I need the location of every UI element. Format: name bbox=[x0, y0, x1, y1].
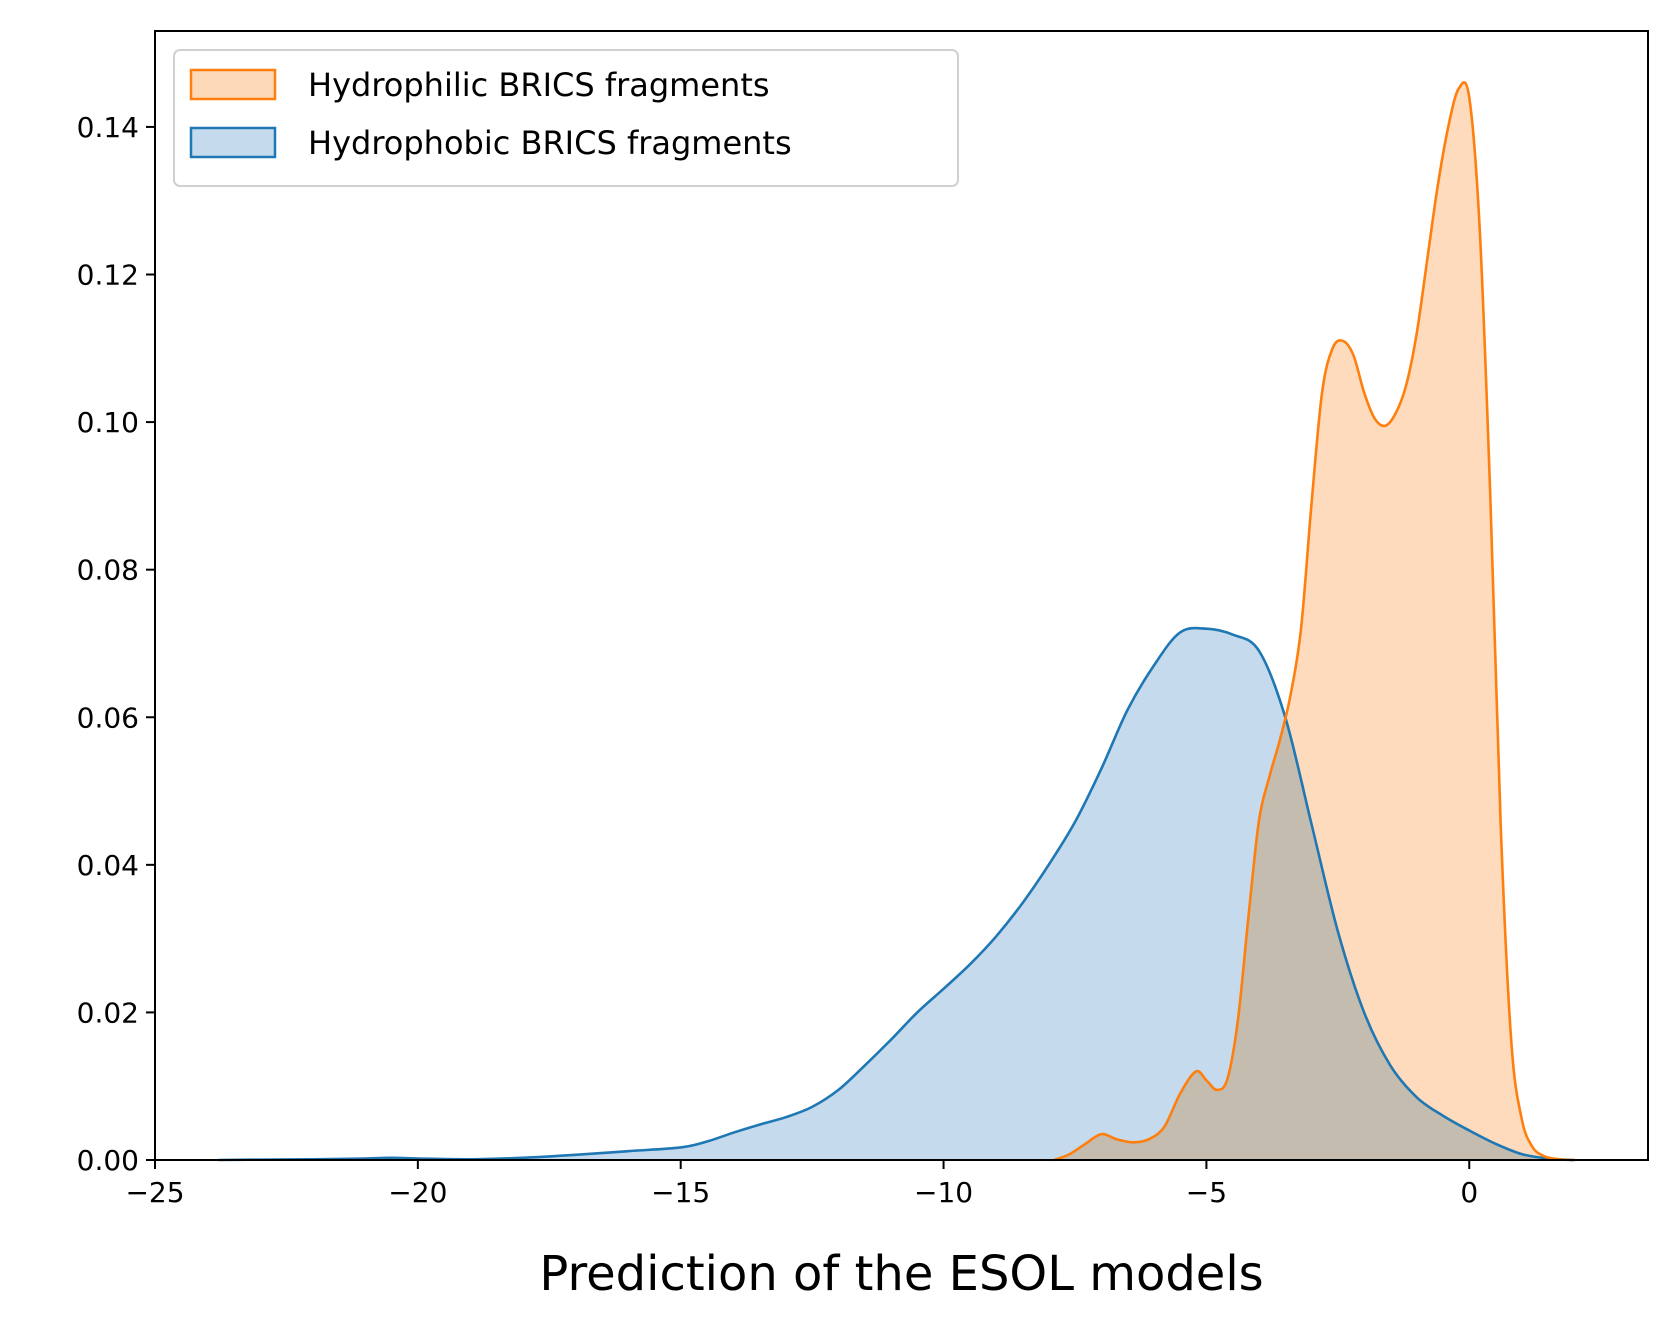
x-tick-label: −25 bbox=[125, 1176, 184, 1209]
series-area-hydrophobic bbox=[218, 628, 1575, 1160]
y-axis: 0.00 0.02 0.04 0.06 0.08 0.10 0.12 0.14 bbox=[77, 111, 155, 1177]
x-axis-label: Prediction of the ESOL models bbox=[539, 1246, 1263, 1302]
x-tick-label: −5 bbox=[1186, 1176, 1227, 1209]
plot-frame bbox=[154, 30, 1649, 1161]
legend-swatch bbox=[189, 126, 277, 159]
plot-area bbox=[218, 80, 1575, 1162]
y-tick-label: 0.08 bbox=[77, 554, 139, 587]
legend: Hydrophilic BRICS fragments Hydrophobic B… bbox=[173, 49, 959, 187]
y-tick-label: 0.04 bbox=[77, 849, 139, 882]
y-tick-label: 0.02 bbox=[77, 996, 139, 1029]
legend-box bbox=[173, 49, 959, 187]
x-tick-label: −10 bbox=[914, 1176, 973, 1209]
legend-swatch bbox=[189, 68, 277, 101]
x-tick-label: −15 bbox=[651, 1176, 710, 1209]
y-tick-label: 0.12 bbox=[77, 259, 139, 292]
legend-label: Hydrophilic BRICS fragments bbox=[308, 66, 770, 104]
y-tick-label: 0.06 bbox=[77, 701, 139, 734]
series-area-hydrophilic bbox=[1053, 82, 1575, 1160]
x-axis: −25 −20 −15 −10 −5 0 bbox=[125, 1160, 1478, 1209]
y-tick-label: 0.10 bbox=[77, 406, 139, 439]
legend-label: Hydrophobic BRICS fragments bbox=[308, 124, 792, 162]
y-tick-label: 0.14 bbox=[77, 111, 139, 144]
x-tick-label: −20 bbox=[388, 1176, 447, 1209]
series-line-hydrophobic bbox=[218, 626, 1575, 1162]
series-line-hydrophilic bbox=[1053, 80, 1575, 1162]
x-tick-label: 0 bbox=[1460, 1176, 1478, 1209]
y-tick-label: 0.00 bbox=[77, 1144, 139, 1177]
